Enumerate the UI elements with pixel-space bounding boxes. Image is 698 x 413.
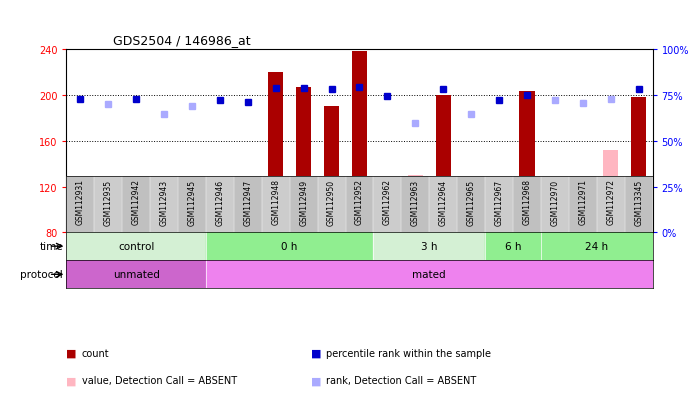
Bar	[575, 185, 591, 233]
Text: GSM112943: GSM112943	[160, 179, 168, 225]
Bar	[296, 88, 311, 233]
Bar	[318, 177, 346, 233]
Bar	[519, 92, 535, 233]
Bar	[240, 208, 255, 233]
Text: unmated: unmated	[112, 270, 160, 280]
Bar	[373, 233, 485, 261]
Bar	[94, 177, 122, 233]
Bar	[491, 178, 507, 233]
Text: percentile rank within the sample: percentile rank within the sample	[326, 348, 491, 358]
Bar	[212, 193, 228, 233]
Bar	[401, 177, 429, 233]
Bar	[597, 177, 625, 233]
Bar	[429, 177, 457, 233]
Bar	[206, 261, 653, 289]
Text: protocol: protocol	[20, 270, 63, 280]
Bar	[122, 177, 150, 233]
Bar	[66, 177, 94, 233]
Text: GSM112931: GSM112931	[76, 179, 84, 225]
Bar	[569, 177, 597, 233]
Bar	[485, 177, 513, 233]
Text: mated: mated	[413, 270, 446, 280]
Bar	[457, 177, 485, 233]
Bar	[262, 177, 290, 233]
Text: ■: ■	[311, 348, 321, 358]
Text: GSM112971: GSM112971	[579, 179, 587, 225]
Bar	[547, 185, 563, 233]
Text: GSM112947: GSM112947	[244, 179, 252, 225]
Bar	[184, 216, 200, 233]
Text: GSM112968: GSM112968	[523, 179, 531, 225]
Bar	[408, 176, 423, 233]
Bar	[541, 177, 569, 233]
Text: GSM112949: GSM112949	[299, 179, 308, 225]
Text: GSM112970: GSM112970	[551, 179, 559, 225]
Text: rank, Detection Call = ABSENT: rank, Detection Call = ABSENT	[326, 375, 476, 385]
Bar	[150, 177, 178, 233]
Text: GSM112964: GSM112964	[439, 179, 447, 225]
Bar	[66, 261, 206, 289]
Bar	[73, 187, 88, 233]
Text: ■: ■	[66, 348, 77, 358]
Text: ■: ■	[311, 375, 321, 385]
Text: GDS2504 / 146986_at: GDS2504 / 146986_at	[113, 34, 251, 47]
Bar	[206, 233, 373, 261]
Text: GSM112965: GSM112965	[467, 179, 475, 225]
Text: 24 h: 24 h	[585, 242, 609, 252]
Text: GSM112948: GSM112948	[272, 179, 280, 225]
Text: GSM112945: GSM112945	[188, 179, 196, 225]
Text: control: control	[118, 242, 154, 252]
Bar	[625, 177, 653, 233]
Text: GSM112972: GSM112972	[607, 179, 615, 225]
Bar	[463, 226, 479, 233]
Bar	[324, 107, 339, 233]
Bar	[66, 233, 206, 261]
Text: 3 h: 3 h	[421, 242, 438, 252]
Text: GSM112935: GSM112935	[104, 179, 112, 225]
Text: GSM112963: GSM112963	[411, 179, 419, 225]
Bar	[268, 73, 283, 233]
Bar	[485, 233, 541, 261]
Bar	[380, 230, 395, 233]
Text: GSM113345: GSM113345	[634, 179, 643, 225]
Text: 0 h: 0 h	[281, 242, 298, 252]
Bar	[101, 192, 116, 233]
Text: time: time	[39, 242, 63, 252]
Text: GSM112967: GSM112967	[495, 179, 503, 225]
Text: 6 h: 6 h	[505, 242, 521, 252]
Text: GSM112962: GSM112962	[383, 179, 392, 225]
Bar	[290, 177, 318, 233]
Text: value, Detection Call = ABSENT: value, Detection Call = ABSENT	[82, 375, 237, 385]
Text: GSM112952: GSM112952	[355, 179, 364, 225]
Text: GSM112942: GSM112942	[132, 179, 140, 225]
Bar	[352, 52, 367, 233]
Bar	[346, 177, 373, 233]
Bar	[436, 95, 451, 233]
Bar	[206, 177, 234, 233]
Text: count: count	[82, 348, 110, 358]
Bar	[631, 98, 646, 233]
Bar	[128, 187, 144, 233]
Text: ■: ■	[66, 375, 77, 385]
Bar	[603, 150, 618, 233]
Bar	[373, 177, 401, 233]
Text: GSM112946: GSM112946	[216, 179, 224, 225]
Bar	[541, 233, 653, 261]
Bar	[513, 177, 541, 233]
Text: GSM112950: GSM112950	[327, 179, 336, 225]
Bar	[178, 177, 206, 233]
Bar	[234, 177, 262, 233]
Bar	[156, 224, 172, 233]
